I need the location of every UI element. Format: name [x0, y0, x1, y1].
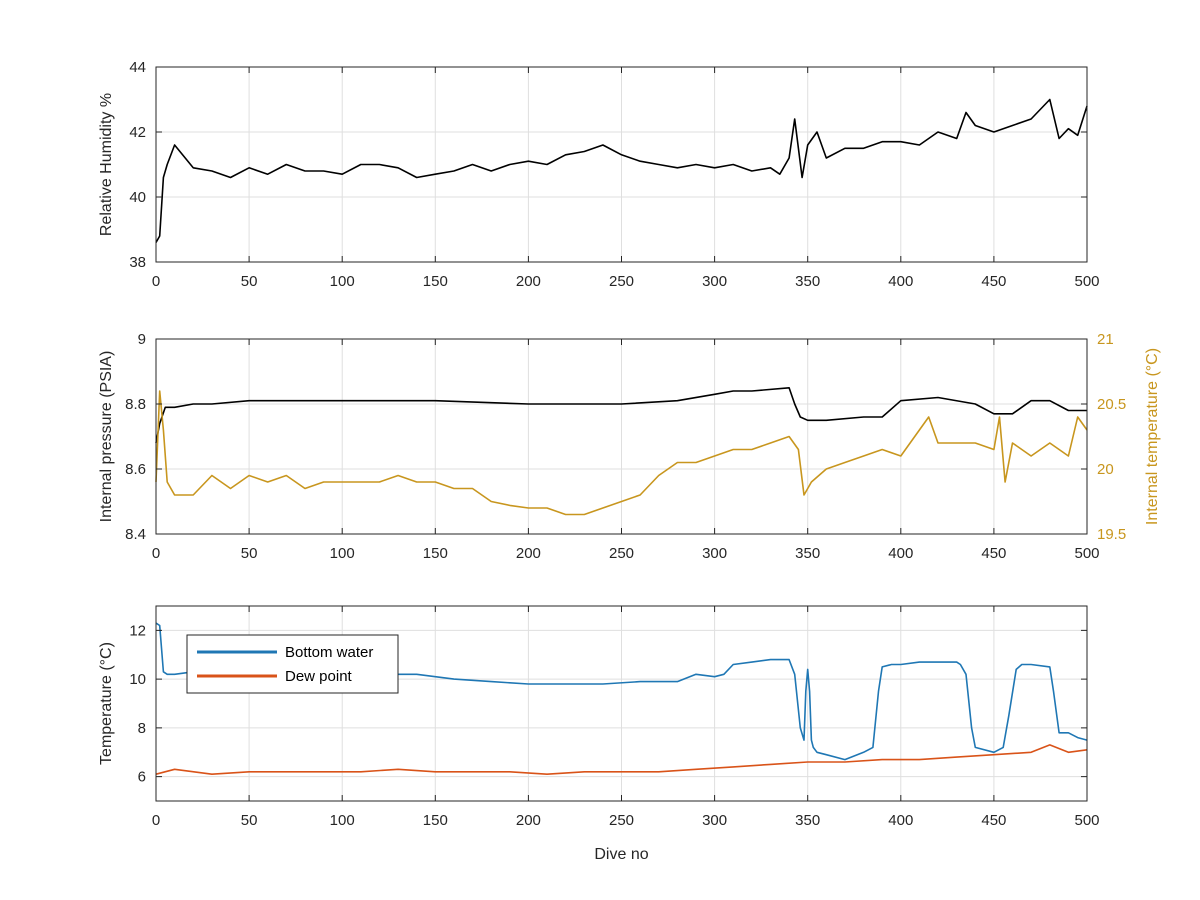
y-axis-label: Internal pressure (PSIA)	[98, 351, 115, 523]
y-tick-label: 8	[138, 720, 146, 737]
x-tick-label: 300	[702, 273, 727, 290]
y-right-tick-label: 19.5	[1097, 526, 1126, 543]
x-tick-label: 450	[981, 812, 1006, 829]
series-line-2	[155, 390, 1088, 516]
x-tick-label: 350	[795, 545, 820, 562]
x-tick-label: 300	[702, 545, 727, 562]
y-tick-label: 8.4	[125, 526, 146, 543]
y-tick-label: 38	[129, 254, 146, 271]
x-axis-label: Dive no	[594, 846, 648, 863]
x-tick-label: 50	[241, 812, 258, 829]
series-line-1	[155, 386, 1087, 444]
y-right-tick-label: 21	[1097, 331, 1114, 348]
x-tick-label: 500	[1074, 545, 1099, 562]
x-tick-label: 50	[241, 273, 258, 290]
y-tick-label: 40	[129, 189, 146, 206]
subplot-3: 0 50 100 150 200 250 300 350 400 450 500 6 8 10 12 Temp…	[98, 605, 1100, 863]
x-tick-label: 250	[609, 812, 634, 829]
series-line-1	[155, 98, 1088, 243]
y-tick-label: 10	[129, 671, 146, 688]
subplot-2: 0 50 100 150 200 250 300 350 400 450 500 8.4 8.6 8.8 9…	[98, 331, 1161, 562]
x-tick-label: 100	[330, 812, 355, 829]
y-right-axis-label: Internal temperature (°C)	[1144, 348, 1161, 525]
x-tick-label: 450	[981, 545, 1006, 562]
x-tick-label: 0	[152, 812, 160, 829]
legend-label-bottom-water: Bottom water	[285, 644, 373, 661]
x-tick-label: 350	[795, 812, 820, 829]
x-tick-label: 150	[423, 545, 448, 562]
x-tick-label: 400	[888, 812, 913, 829]
x-tick-label: 150	[423, 273, 448, 290]
legend-label-dew-point: Dew point	[285, 668, 353, 685]
x-tick-label: 100	[330, 545, 355, 562]
x-tick-label: 200	[516, 545, 541, 562]
legend-box	[186, 634, 399, 694]
x-tick-label: 200	[516, 273, 541, 290]
x-tick-label: 500	[1074, 812, 1099, 829]
x-tick-label: 50	[241, 545, 258, 562]
x-tick-label: 0	[152, 273, 160, 290]
y-right-tick-label: 20	[1097, 461, 1114, 478]
legend: Bottom water Dew point	[186, 634, 399, 694]
x-tick-label: 300	[702, 812, 727, 829]
x-tick-label: 250	[609, 545, 634, 562]
x-tick-label: 400	[888, 273, 913, 290]
y-axis-label: Relative Humidity %	[98, 93, 115, 236]
y-axis-label: Temperature (°C)	[98, 642, 115, 765]
y-tick-label: 44	[129, 59, 146, 76]
subplot-1: 0 50 100 150 200 250 300 350 400 450 500 38 40 42 44 Re…	[98, 59, 1100, 290]
y-right-tick-label: 20.5	[1097, 396, 1126, 413]
x-tick-label: 250	[609, 273, 634, 290]
y-tick-label: 42	[129, 124, 146, 141]
x-tick-label: 350	[795, 273, 820, 290]
x-tick-label: 0	[152, 545, 160, 562]
y-tick-label: 12	[129, 622, 146, 639]
x-tick-label: 200	[516, 812, 541, 829]
x-tick-label: 150	[423, 812, 448, 829]
y-tick-label: 8.8	[125, 396, 146, 413]
x-tick-label: 100	[330, 273, 355, 290]
x-tick-label: 500	[1074, 273, 1099, 290]
x-tick-label: 450	[981, 273, 1006, 290]
y-tick-label: 8.6	[125, 461, 146, 478]
y-tick-label: 9	[138, 331, 146, 348]
series-line-dew-point	[155, 744, 1088, 776]
y-tick-label: 6	[138, 769, 146, 786]
x-tick-label: 400	[888, 545, 913, 562]
